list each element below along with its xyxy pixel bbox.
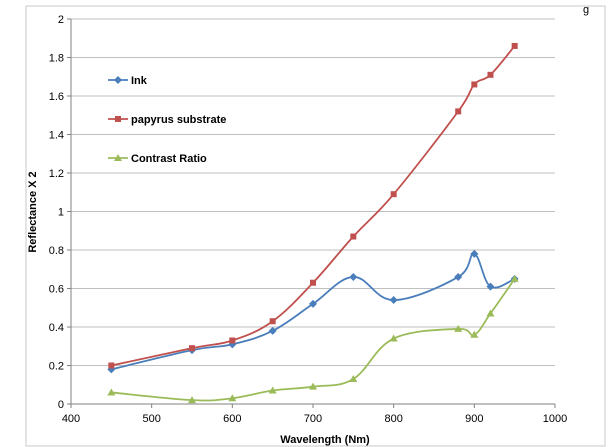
data-point-papyrus-substrate (189, 345, 195, 352)
data-point-contrast-ratio (228, 394, 237, 402)
data-point-contrast-ratio (389, 334, 398, 342)
data-point-ink (309, 299, 317, 308)
y-tick-label: 1.6 (49, 91, 64, 103)
y-tick-label: 0 (58, 399, 64, 411)
data-point-ink (470, 249, 479, 258)
y-tick-label: 0.6 (49, 284, 64, 296)
data-point-papyrus-substrate (269, 318, 276, 325)
x-axis-title: Wavelength (Nm) (280, 434, 370, 446)
y-tick-label: 0.2 (49, 361, 64, 373)
y-axis-title: Reflectance X 2 (27, 171, 39, 252)
x-tick-label: 1000 (543, 413, 567, 425)
tick-labels: 0 0.2 0.4 0.6 0.8 1 1.2 1.4 1.6 1.8 2 400 500 600 700 8… (49, 14, 568, 425)
data-point-papyrus-substrate (390, 191, 397, 198)
legend: Ink papyrus substrate Contrast Ratio (108, 75, 226, 165)
x-tick-label: 600 (223, 413, 241, 425)
data-point-papyrus-substrate (229, 337, 236, 344)
series-contrast-ratio (107, 274, 519, 404)
x-tick-label: 800 (384, 413, 402, 425)
y-tick-label: 1.4 (49, 130, 64, 142)
series-lines (107, 42, 519, 404)
x-tick-label: 700 (304, 413, 322, 425)
legend-swatch-marker-contrast-ratio (114, 154, 122, 161)
y-tick-label: 1 (58, 207, 64, 219)
legend-item-contrast-ratio: Contrast Ratio (108, 153, 207, 165)
data-point-ink (389, 296, 398, 305)
data-point-papyrus-substrate (471, 81, 478, 88)
x-tick-label: 400 (62, 413, 80, 425)
legend-item-ink: Ink (108, 75, 148, 87)
data-point-papyrus-substrate (108, 362, 115, 369)
legend-label-papyrus-substrate: papyrus substrate (131, 114, 226, 126)
y-tick-label: 2 (58, 14, 64, 26)
data-point-papyrus-substrate (350, 233, 357, 240)
axes (67, 18, 556, 408)
data-point-contrast-ratio (188, 396, 196, 404)
data-point-papyrus-substrate (310, 279, 316, 286)
data-point-papyrus-substrate (511, 42, 518, 49)
legend-swatch-marker-papyrus-substrate (115, 116, 121, 122)
header-fragment: g (583, 4, 589, 16)
data-point-ink (268, 326, 277, 335)
legend-swatch-marker-ink (114, 76, 122, 84)
data-point-contrast-ratio (510, 274, 519, 282)
x-tick-label: 900 (465, 413, 483, 425)
data-point-ink (486, 282, 495, 291)
data-point-ink (454, 272, 463, 281)
data-point-contrast-ratio (486, 309, 495, 317)
legend-label-contrast-ratio: Contrast Ratio (131, 153, 207, 165)
data-point-contrast-ratio (454, 324, 463, 332)
x-tick-label: 500 (142, 413, 160, 425)
series-papyrus-substrate (108, 42, 518, 369)
data-point-contrast-ratio (470, 330, 479, 338)
data-point-contrast-ratio (309, 382, 317, 390)
data-point-ink (349, 272, 358, 281)
y-tick-label: 1.8 (49, 53, 64, 65)
y-tick-label: 0.4 (49, 322, 64, 334)
legend-item-papyrus-substrate: papyrus substrate (108, 114, 226, 126)
plot-frame (25, 5, 606, 447)
y-tick-label: 1.2 (49, 168, 64, 180)
data-point-contrast-ratio (349, 374, 358, 382)
legend-label-ink: Ink (131, 75, 148, 87)
y-tick-label: 0.8 (49, 245, 64, 257)
data-point-contrast-ratio (268, 386, 277, 394)
data-point-papyrus-substrate (455, 108, 462, 115)
data-point-papyrus-substrate (487, 71, 494, 78)
data-point-contrast-ratio (107, 388, 116, 396)
